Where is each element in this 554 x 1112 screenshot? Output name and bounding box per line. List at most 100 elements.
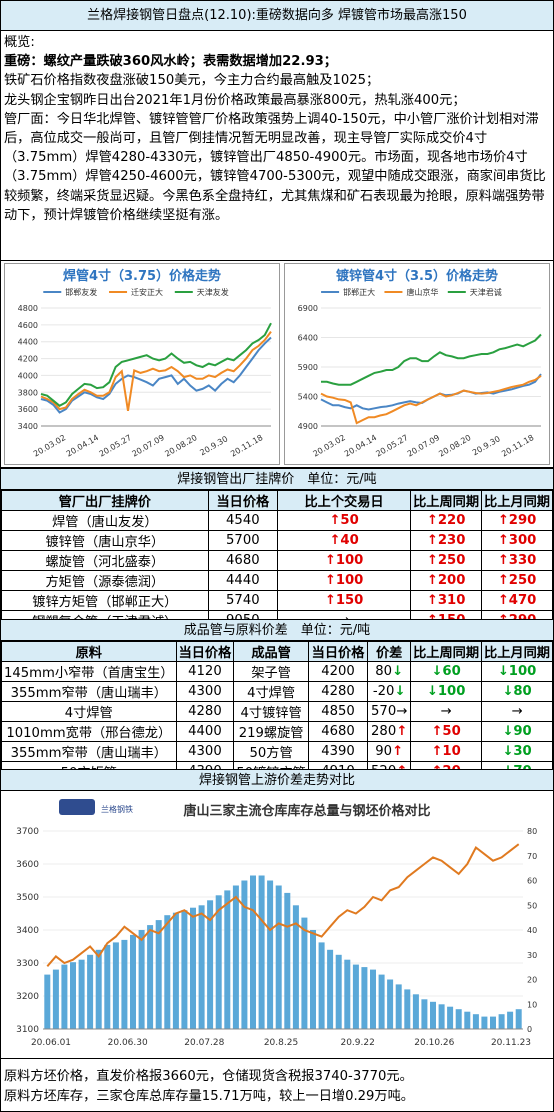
y-tick-label: 4200	[18, 355, 38, 364]
inventory-bar	[198, 905, 205, 1030]
change-value: 250	[508, 573, 537, 588]
inventory-bar	[155, 920, 162, 1029]
table-cell: 4850	[307, 701, 369, 722]
table-cell: →	[481, 701, 553, 722]
inventory-bar	[190, 907, 196, 1029]
legend-label: 邯郸友发	[65, 287, 97, 297]
table1-header: 比上月同期	[481, 490, 553, 511]
spread-table: 原料 当日价格 成品管 当日价格 价差 比上周同期 比上月同期 145mm小窄带…	[1, 641, 553, 782]
summary-line-1: 重磅：螺纹产量跌破360风水岭；表需数据增加22.93；	[4, 54, 337, 70]
table-cell: 4280	[307, 681, 369, 702]
table-cell: 355mm窄带（唐山瑞丰）	[1, 741, 177, 762]
inventory-bar	[164, 915, 171, 1029]
y-right-tick-label: 30	[527, 951, 537, 960]
y-tick-label: 6900	[298, 304, 318, 313]
inventory-bar	[498, 1014, 505, 1029]
up-arrow-icon: ↑	[426, 533, 438, 548]
table-cell: ↑290	[481, 510, 553, 531]
y-tick-label: 5900	[298, 363, 318, 372]
table-cell: 4寸焊管	[1, 701, 177, 722]
table-cell: 4300	[175, 741, 235, 762]
inventory-bar	[61, 964, 68, 1029]
inventory-bar	[430, 1001, 436, 1029]
table-cell: ↑10	[410, 741, 483, 762]
table-cell: 4540	[207, 510, 278, 531]
table2-header: 原料	[1, 641, 177, 662]
table-row: 355mm窄带（唐山瑞丰） 4300 4寸焊管 4280 -20↓ ↓100 ↓80	[1, 681, 553, 702]
table-cell: ↑230	[410, 530, 483, 551]
inventory-billet-chart: 兰格钢铁 唐山三家主流仓库库存总量与钢坯价格对比 3100 3200 3300 3400 3…	[1, 791, 553, 1059]
change-value: 100	[335, 553, 364, 568]
inventory-bar	[310, 930, 316, 1029]
x-tick-label: 20.03.02	[312, 433, 347, 459]
summary-line-4: 管厂面：今日华北焊管、镀锌管管厂价格政策强势上调40-150元，中小管厂涨价计划…	[4, 111, 546, 223]
inventory-bar	[138, 930, 145, 1029]
x-tick-label: 20.07.09	[131, 433, 166, 459]
x-tick-label: 20.11.18	[229, 433, 264, 459]
up-arrow-icon: ↑	[426, 593, 438, 608]
table2-header-row: 原料 当日价格 成品管 当日价格 价差 比上周同期 比上月同期	[1, 641, 553, 662]
inventory-bar	[241, 880, 248, 1029]
table-row: 镀锌方矩管（邯郸正大） 5740 ↑150 ↑310 ↑470	[1, 590, 553, 611]
inventory-bar	[387, 979, 394, 1029]
table-cell: 570→	[367, 701, 412, 722]
table-cell: 4390	[307, 741, 369, 762]
table-cell: 4400	[175, 721, 235, 742]
flat-arrow-icon: →	[396, 704, 408, 719]
table-cell: 90↑	[367, 741, 412, 762]
table-cell: ↑250	[410, 550, 483, 571]
table-cell: ↓30	[481, 741, 553, 762]
table-cell: ↑100	[276, 570, 412, 591]
legend-label: 唐山京华	[406, 287, 438, 297]
inventory-bar	[301, 917, 308, 1029]
inventory-bar	[232, 885, 239, 1029]
inventory-bar	[327, 949, 334, 1029]
summary-line-3: 龙头钢企宝钢昨日出台2021年1月份价格政策最高暴涨800元，热轧涨400元；	[4, 92, 466, 108]
table1-title: 焊接钢管出厂挂牌价 单位：元/吨	[1, 468, 553, 490]
inventory-bar	[224, 890, 231, 1029]
up-arrow-icon: ↑	[497, 553, 509, 568]
logo-mark	[59, 799, 95, 815]
y-tick-label: 4900	[298, 422, 318, 431]
table-cell: ↓60	[410, 661, 483, 682]
table-cell: 焊管（唐山友发）	[1, 510, 209, 531]
table-cell: 4200	[307, 661, 369, 682]
table-cell: ↑100	[276, 550, 412, 571]
inventory-bar	[318, 942, 325, 1029]
inventory-bar	[361, 967, 368, 1029]
change-value: 310	[437, 593, 466, 608]
up-arrow-icon: ↑	[392, 744, 404, 759]
inventory-bar	[207, 900, 214, 1029]
x-tick-label: 20.08.20	[437, 433, 472, 459]
table2-header: 比上周同期	[410, 641, 483, 662]
change-value: 200	[437, 573, 466, 588]
table-cell: 50方管	[233, 741, 309, 762]
table-cell: ↓100	[410, 681, 483, 702]
inventory-billet-chart-svg: 兰格钢铁 唐山三家主流仓库库存总量与钢坯价格对比 3100 3200 3300 3400 3…	[16, 799, 537, 1048]
x-tick-label: 20.07.09	[406, 433, 441, 459]
inventory-bar	[87, 954, 94, 1030]
footer-notes: 原料方坯价格，直发价格报3660元，仓储现货含税报3740-3770元。 原料方…	[1, 1065, 553, 1109]
up-arrow-icon: ↑	[431, 724, 443, 739]
change-value: 290	[508, 513, 537, 528]
inventory-bar	[370, 969, 376, 1029]
table1-header-row: 管厂出厂挂牌价 当日价格 比上个交易日 比上周同期 比上月同期	[1, 490, 553, 511]
summary-panel: 概览: 重磅：螺纹产量跌破360风水岭；表需数据增加22.93； 铁矿石价格指数…	[1, 31, 553, 261]
change-value: 230	[437, 533, 466, 548]
inventory-bar	[44, 974, 51, 1029]
inventory-bar	[70, 962, 76, 1029]
series-line	[40, 336, 272, 414]
table-cell: 4寸镀锌管	[233, 701, 309, 722]
y-left-tick-label: 3300	[16, 959, 39, 969]
table-row: 方矩管（源泰德润） 4440 ↑100 ↑200 ↑250	[1, 570, 553, 591]
inventory-bar	[292, 905, 299, 1030]
x-tick-label: 20.9.22	[340, 1038, 374, 1048]
flat-arrow-icon: →	[440, 704, 452, 719]
table-cell: 280↑	[367, 721, 412, 742]
change-value: 330	[508, 553, 537, 568]
table-cell: 4寸焊管	[233, 681, 309, 702]
y-right-tick-label: 70	[527, 852, 537, 861]
change-value: 60	[442, 664, 461, 679]
